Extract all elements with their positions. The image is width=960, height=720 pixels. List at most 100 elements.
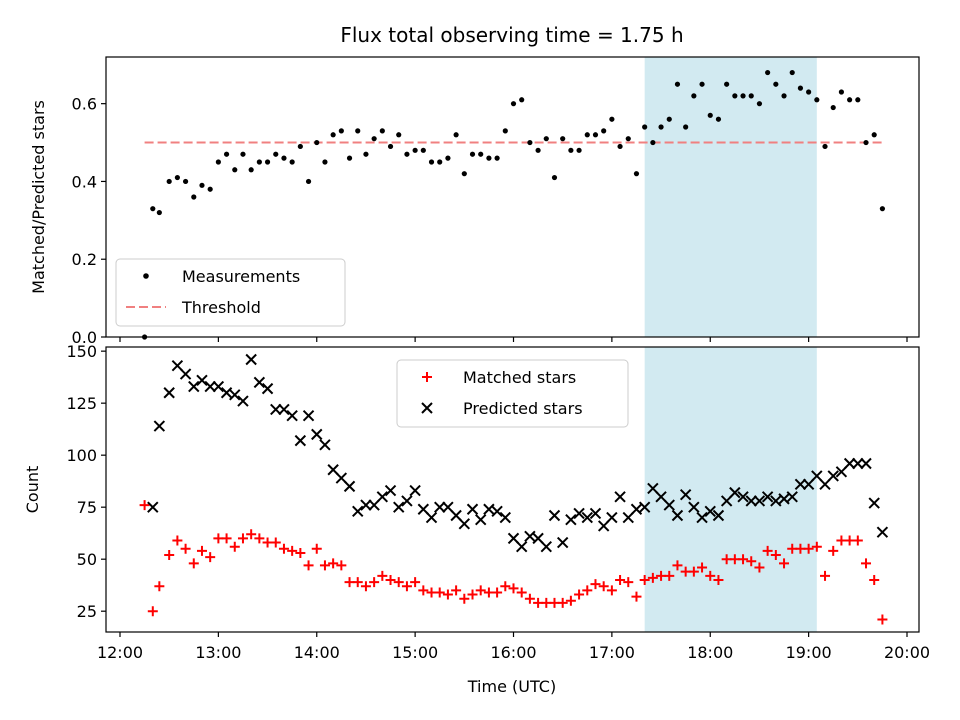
data-point <box>182 178 189 185</box>
data-point <box>174 174 180 181</box>
data-point <box>289 159 295 165</box>
data-point <box>746 556 757 567</box>
data-point <box>261 382 274 395</box>
data-point <box>822 143 828 150</box>
data-point <box>860 457 872 470</box>
data-point <box>869 574 880 585</box>
data-point <box>466 503 479 515</box>
data-point <box>445 155 451 161</box>
data-point <box>756 101 763 107</box>
data-point <box>738 554 749 565</box>
data-point <box>879 206 886 212</box>
data-point <box>500 581 511 592</box>
data-point <box>459 593 470 604</box>
data-point <box>491 505 503 518</box>
data-point <box>679 488 692 501</box>
y-axis-label: Matched/Predicted stars <box>29 100 48 294</box>
data-point <box>548 509 561 522</box>
data-point <box>338 128 344 134</box>
data-point <box>461 171 467 177</box>
y-tick-label: 50 <box>77 550 97 569</box>
legend: Measurements Threshold <box>115 258 346 327</box>
data-point <box>179 368 192 380</box>
data-point <box>204 380 216 393</box>
data-point <box>221 533 232 544</box>
data-point <box>647 572 658 583</box>
legend-marker <box>143 273 149 279</box>
y-tick-label: 125 <box>66 394 97 413</box>
data-point <box>458 518 471 530</box>
data-point <box>508 583 519 594</box>
data-point <box>838 89 845 95</box>
data-point <box>540 541 552 553</box>
data-point <box>401 581 412 592</box>
data-point <box>630 503 643 515</box>
data-point <box>672 560 683 571</box>
data-point <box>486 155 492 161</box>
data-point <box>625 136 631 142</box>
data-point <box>212 380 225 393</box>
data-point <box>215 159 221 165</box>
data-point <box>704 505 716 518</box>
x-tick-label: 13:00 <box>195 643 241 662</box>
data-point <box>264 159 271 165</box>
data-point <box>811 541 822 552</box>
data-point <box>598 581 609 592</box>
data-point <box>355 128 361 134</box>
data-point <box>420 147 426 153</box>
data-point <box>229 389 241 401</box>
data-point <box>712 509 725 522</box>
data-point <box>754 562 765 573</box>
data-point <box>568 147 574 153</box>
data-point <box>163 387 175 399</box>
data-point <box>150 206 156 212</box>
data-point <box>314 139 320 146</box>
data-point <box>584 132 590 138</box>
data-point <box>502 128 508 134</box>
data-point <box>781 93 787 99</box>
data-point <box>573 507 585 520</box>
data-point <box>688 566 699 577</box>
data-point <box>658 124 664 130</box>
data-point <box>384 484 397 497</box>
x-tick-label: 20:00 <box>884 643 930 662</box>
data-point <box>237 533 248 544</box>
data-point <box>527 139 533 146</box>
data-point <box>352 577 363 588</box>
plot-frame <box>105 56 920 338</box>
data-point <box>278 403 290 416</box>
data-point <box>560 136 566 142</box>
data-point <box>220 387 233 399</box>
data-point <box>861 558 872 569</box>
data-point <box>425 511 438 524</box>
data-point <box>617 143 623 150</box>
data-point <box>199 182 205 188</box>
data-point <box>153 420 166 432</box>
data-point <box>524 593 535 604</box>
data-point <box>256 159 262 165</box>
data-point <box>666 116 672 122</box>
data-point <box>363 151 369 157</box>
data-point <box>492 587 503 598</box>
data-point <box>154 581 165 592</box>
x-tick-label: 17:00 <box>589 643 635 662</box>
data-point <box>172 535 183 546</box>
data-point <box>581 511 593 524</box>
data-point <box>574 589 585 600</box>
data-point <box>196 545 207 556</box>
data-point <box>139 500 150 511</box>
data-point <box>412 147 418 153</box>
data-point <box>535 147 541 153</box>
data-point <box>286 409 298 422</box>
legend-box <box>396 359 629 428</box>
data-point <box>778 493 790 505</box>
y-tick-label: 100 <box>66 446 97 465</box>
data-point <box>393 501 405 513</box>
data-point <box>516 587 527 598</box>
data-point <box>319 560 330 571</box>
data-point <box>191 194 197 200</box>
y-tick-label: 0.0 <box>72 328 97 347</box>
data-point <box>794 478 807 491</box>
y-tick-label: 75 <box>77 498 97 517</box>
data-point <box>180 543 191 554</box>
